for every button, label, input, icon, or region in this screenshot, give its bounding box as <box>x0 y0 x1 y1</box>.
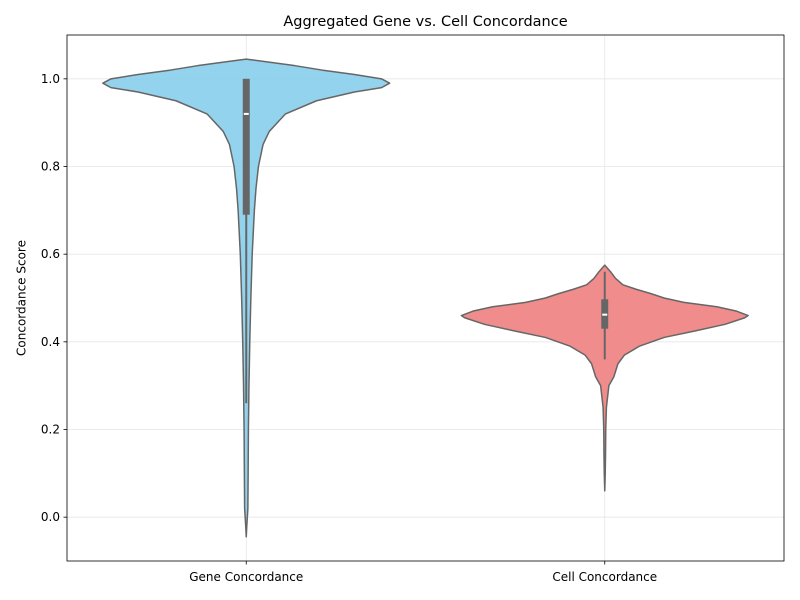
y-tick-label: 0.2 <box>41 423 60 437</box>
y-axis-label: Concordance Score <box>15 240 29 356</box>
x-tick-label: Cell Concordance <box>552 570 657 584</box>
plot-frame <box>66 34 785 562</box>
x-tick-label: Gene Concordance <box>189 570 303 584</box>
y-tick-label: 0.6 <box>41 247 60 261</box>
grid <box>67 35 784 561</box>
y-tick-label: 0.0 <box>41 510 60 524</box>
violin-iqr-box <box>242 78 250 215</box>
y-tick-label: 0.4 <box>41 335 60 349</box>
axes: 0.0 0.2 0.4 0.6 0.8 1.0 Gene Concordance Cell C… <box>41 34 785 584</box>
chart-title: Aggregated Gene vs. Cell Concordance <box>283 14 567 30</box>
violin-body <box>460 264 749 492</box>
y-tick-label: 0.8 <box>41 160 60 174</box>
violins <box>102 58 749 538</box>
y-tick-label: 1.0 <box>41 72 60 86</box>
